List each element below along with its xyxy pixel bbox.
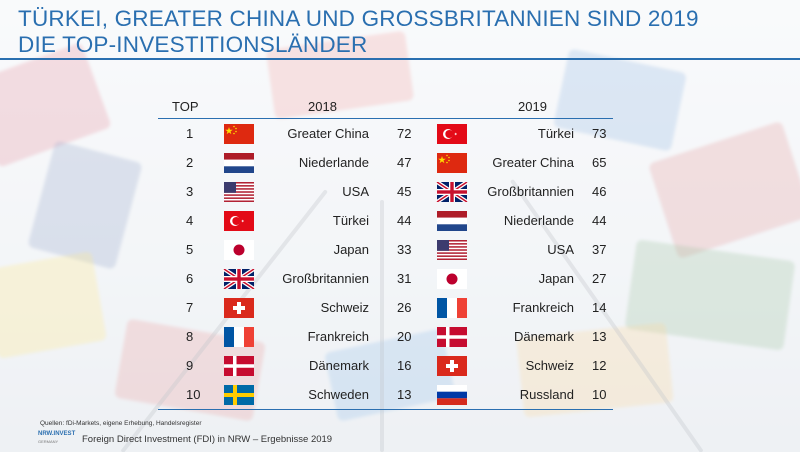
- denmark-flag-icon: [223, 356, 255, 376]
- country-name-2018: Schweiz: [320, 300, 369, 315]
- country-name-2018: Greater China: [287, 126, 369, 141]
- country-name-2019: Frankreich: [512, 300, 574, 315]
- table-body: 1 Greater China 72 Türkei 73 2 Niederlande 47 Gr…: [158, 119, 613, 409]
- turkey-flag-icon: [223, 211, 255, 231]
- country-name-2019: Großbritannien: [487, 184, 574, 199]
- table-row: 9 Dänemark 16 Schweiz 12: [158, 351, 613, 380]
- china-flag-icon: [223, 124, 255, 144]
- value-2018: 13: [397, 387, 412, 402]
- logo-text: NRW.INVEST: [38, 431, 76, 437]
- header-year-2019: 2019: [518, 99, 547, 114]
- table-row: 3 USA 45 Großbritannien 46: [158, 177, 613, 206]
- value-2019: 12: [592, 358, 607, 373]
- country-name-2019: Türkei: [537, 126, 574, 141]
- country-name-2018: Niederlande: [298, 155, 369, 170]
- table-row: 5 Japan 33 USA 37: [158, 235, 613, 264]
- logo: NRW.INVEST GERMANY: [38, 431, 78, 445]
- value-2018: 72: [397, 126, 412, 141]
- rank-number: 5: [186, 242, 194, 257]
- title-line-1: TÜRKEI, GREATER CHINA UND GROSSBRITANNIE…: [18, 6, 699, 31]
- rank-number: 9: [186, 358, 194, 373]
- title-line-2: DIE TOP-INVESTITIONSLÄNDER: [18, 32, 368, 57]
- country-name-2019: Dänemark: [514, 329, 574, 344]
- title-divider: [0, 58, 800, 60]
- netherlands-flag-icon: [436, 211, 468, 231]
- value-2019: 65: [592, 155, 607, 170]
- netherlands-flag-icon: [223, 153, 255, 173]
- country-name-2018: Frankreich: [307, 329, 369, 344]
- usa-flag-icon: [436, 240, 468, 260]
- value-2018: 26: [397, 300, 412, 315]
- rank-number: 4: [186, 213, 194, 228]
- country-name-2018: Großbritannien: [282, 271, 369, 286]
- france-flag-icon: [436, 298, 468, 318]
- source-note: Quellen: fDi-Markets, eigene Erhebung, H…: [40, 420, 202, 427]
- table-row: 10 Schweden 13 Russland 10: [158, 380, 613, 409]
- russia-flag-icon: [436, 385, 468, 405]
- value-2018: 20: [397, 329, 412, 344]
- rank-number: 3: [186, 184, 194, 199]
- table-row: 4 Türkei 44 Niederlande 44: [158, 206, 613, 235]
- table-row: 2 Niederlande 47 Greater China 65: [158, 148, 613, 177]
- value-2018: 33: [397, 242, 412, 257]
- rank-number: 7: [186, 300, 194, 315]
- country-name-2019: Schweiz: [525, 358, 574, 373]
- value-2018: 45: [397, 184, 412, 199]
- value-2019: 37: [592, 242, 607, 257]
- country-name-2019: Japan: [538, 271, 574, 286]
- table-row: 8 Frankreich 20 Dänemark 13: [158, 322, 613, 351]
- switzerland-flag-icon: [223, 298, 255, 318]
- page-title: TÜRKEI, GREATER CHINA UND GROSSBRITANNIE…: [18, 6, 778, 58]
- rank-number: 6: [186, 271, 194, 286]
- country-name-2018: USA: [342, 184, 369, 199]
- table-row: 7 Schweiz 26 Frankreich 14: [158, 293, 613, 322]
- country-name-2019: Niederlande: [503, 213, 574, 228]
- footer-text: Foreign Direct Investment (FDI) in NRW –…: [82, 434, 333, 445]
- table-header: TOP 2018 2019: [158, 96, 613, 119]
- value-2018: 31: [397, 271, 412, 286]
- uk-flag-icon: [223, 269, 255, 289]
- ranking-table: TOP 2018 2019 1 Greater China 72 Türkei 73 2 N…: [158, 96, 613, 410]
- rank-number: 10: [186, 387, 201, 402]
- value-2018: 44: [397, 213, 412, 228]
- country-name-2018: Türkei: [332, 213, 369, 228]
- sweden-flag-icon: [223, 385, 255, 405]
- switzerland-flag-icon: [436, 356, 468, 376]
- table-row: 1 Greater China 72 Türkei 73: [158, 119, 613, 148]
- header-year-2018: 2018: [308, 99, 337, 114]
- value-2018: 47: [397, 155, 412, 170]
- turkey-flag-icon: [436, 124, 468, 144]
- rank-number: 2: [186, 155, 194, 170]
- logo-subtext: GERMANY: [38, 439, 59, 444]
- value-2018: 16: [397, 358, 412, 373]
- japan-flag-icon: [223, 240, 255, 260]
- rank-number: 8: [186, 329, 194, 344]
- china-flag-icon: [436, 153, 468, 173]
- table-bottom-divider: [158, 409, 613, 410]
- value-2019: 46: [592, 184, 607, 199]
- value-2019: 10: [592, 387, 607, 402]
- header-top: TOP: [172, 99, 199, 114]
- country-name-2018: Japan: [333, 242, 369, 257]
- value-2019: 44: [592, 213, 607, 228]
- denmark-flag-icon: [436, 327, 468, 347]
- country-name-2019: Russland: [519, 387, 574, 402]
- table-row: 6 Großbritannien 31 Japan 27: [158, 264, 613, 293]
- country-name-2018: Dänemark: [309, 358, 369, 373]
- value-2019: 13: [592, 329, 607, 344]
- country-name-2019: USA: [547, 242, 574, 257]
- value-2019: 27: [592, 271, 607, 286]
- japan-flag-icon: [436, 269, 468, 289]
- usa-flag-icon: [223, 182, 255, 202]
- rank-number: 1: [186, 126, 194, 141]
- uk-flag-icon: [436, 182, 468, 202]
- france-flag-icon: [223, 327, 255, 347]
- value-2019: 14: [592, 300, 607, 315]
- country-name-2019: Greater China: [492, 155, 574, 170]
- value-2019: 73: [592, 126, 607, 141]
- country-name-2018: Schweden: [308, 387, 369, 402]
